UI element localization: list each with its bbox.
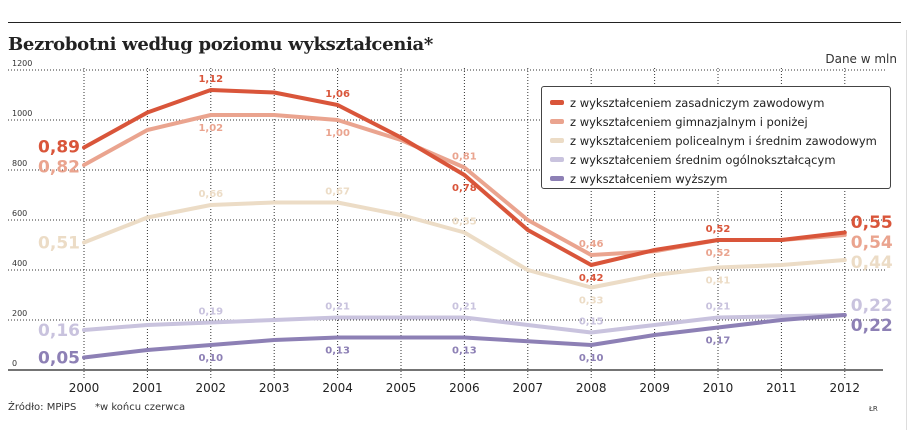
legend-item: z wykształceniem średnim ogólnokształcąc… [550,150,882,169]
legend-label: z wykształceniem gimnazjalnym i poniżej [570,114,808,129]
data-label: 0,22 [851,316,893,336]
data-label: 0,82 [38,157,80,177]
adjacent-column-edge [906,30,923,430]
legend-swatch [550,138,564,143]
data-label: 0,55 [452,217,477,228]
legend-swatch [550,176,564,181]
author-credit: ŁR [869,405,878,413]
data-label: 0,33 [579,296,604,307]
data-label: 0,15 [579,317,604,328]
series-line [82,88,847,267]
data-label: 0,10 [198,353,223,364]
x-tick-label: 2011 [766,381,797,395]
legend-label: z wykształceniem policealnym i średnim z… [570,133,877,148]
legend-label: z wykształceniem średnim ogólnokształcąc… [570,152,836,167]
data-label: 0,13 [325,346,350,357]
data-label: 0,51 [38,234,80,254]
x-tick-label: 2000 [69,381,100,395]
x-tick-label: 2002 [196,381,227,395]
data-label: 1,00 [325,128,350,139]
data-label: 0,42 [579,273,604,284]
series-line [82,200,847,290]
data-label: 0,67 [325,187,350,198]
data-label: 0,44 [851,253,893,273]
data-label: 1,02 [198,123,223,134]
x-tick-label: 2008 [576,381,607,395]
data-label: 1,12 [198,74,223,85]
unit-label: Dane w mln [825,52,897,66]
data-label: 0,52 [706,248,731,259]
y-tick-label: 1000 [12,109,32,118]
y-tick-label: 600 [12,209,27,218]
y-tick-label: 200 [12,309,27,318]
data-label: 0,78 [452,183,477,194]
x-tick-label: 2010 [703,381,734,395]
data-label: 0,17 [706,336,731,347]
legend-label: z wykształceniem wyższym [570,171,728,186]
data-label: 0,54 [851,233,893,253]
x-tick-label: 2009 [639,381,670,395]
legend-item: z wykształceniem policealnym i średnim z… [550,131,882,150]
x-tick-label: 2003 [259,381,290,395]
series-line [82,313,847,335]
data-label: 0,46 [579,239,604,250]
y-tick-label: 400 [12,259,27,268]
legend-swatch [550,157,564,162]
x-tick-label: 2005 [386,381,417,395]
legend-swatch [550,100,564,105]
x-tick-label: 2004 [322,381,353,395]
footnote: *w końcu czerwca [95,402,186,413]
data-label: 0,21 [706,302,731,313]
x-tick-label: 2007 [513,381,544,395]
data-label: 0,10 [579,353,604,364]
chart-title: Bezrobotni według poziomu wykształcenia* [8,34,434,55]
x-tick-label: 2001 [132,381,163,395]
y-tick-label: 1200 [12,59,32,68]
legend-item: z wykształceniem wyższym [550,169,882,188]
series-line [82,313,847,360]
data-label: 0,52 [706,224,731,235]
data-label: 0,21 [452,302,477,313]
x-tick-label: 2012 [830,381,861,395]
y-tick-label: 0 [12,359,17,368]
legend-label: z wykształceniem zasadniczym zawodowym [570,95,825,110]
data-label: 0,41 [706,276,731,287]
legend: z wykształceniem zasadniczym zawodowym z… [541,86,891,189]
data-label: 0,89 [38,137,80,157]
data-label: 0,55 [851,213,893,233]
data-label: 0,22 [851,296,893,316]
source-note: Źródło: MPiPS [8,402,77,413]
legend-swatch [550,119,564,124]
data-label: 0,21 [325,302,350,313]
y-tick-label: 800 [12,159,27,168]
data-label: 0,13 [452,346,477,357]
legend-item: z wykształceniem gimnazjalnym i poniżej [550,112,882,131]
legend-item: z wykształceniem zasadniczym zawodowym [550,93,882,112]
data-label: 0,05 [38,349,80,369]
data-label: 0,81 [452,152,477,163]
x-tick-label: 2006 [449,381,480,395]
top-rule [8,22,901,23]
data-label: 0,66 [198,189,223,200]
data-label: 1,06 [325,89,350,100]
data-label: 0,16 [38,321,80,341]
data-label: 0,19 [198,307,223,318]
